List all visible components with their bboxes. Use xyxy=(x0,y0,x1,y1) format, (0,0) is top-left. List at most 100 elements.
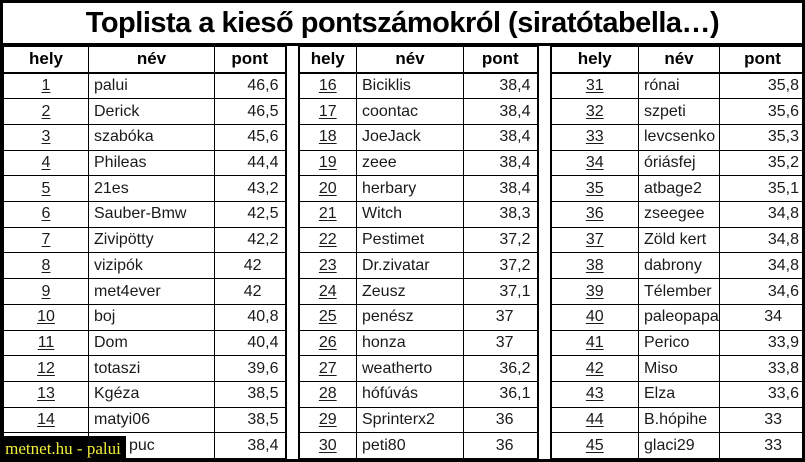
points-cell: 40,4 xyxy=(214,329,286,357)
points-cell: 34,8 xyxy=(719,252,802,280)
col-header-pont: pont xyxy=(719,46,802,74)
rank-cell: 32 xyxy=(550,98,639,126)
rank-cell: 34 xyxy=(550,149,639,177)
rank-cell: 26 xyxy=(298,329,357,357)
rank-cell: 20 xyxy=(298,175,357,203)
name-cell: Dr.zivatar xyxy=(356,252,464,280)
header-row: hely név pont xyxy=(298,46,538,74)
points-cell: 38,4 xyxy=(214,432,286,459)
rank-cell: 23 xyxy=(298,252,357,280)
points-cell: 35,3 xyxy=(719,124,802,151)
col-header-nev: név xyxy=(88,46,215,74)
points-cell: 35,1 xyxy=(719,175,802,203)
table-row: 40 paleopapa 34 xyxy=(550,303,802,331)
name-cell: rónai xyxy=(638,71,720,100)
points-cell: 36,1 xyxy=(463,380,538,408)
points-cell: 33 xyxy=(719,432,802,459)
rank-cell: 42 xyxy=(550,355,639,382)
header-row: hely név pont xyxy=(3,46,286,74)
name-cell: honza xyxy=(356,329,464,357)
col-header-hely: hely xyxy=(298,46,357,74)
rank-cell: 12 xyxy=(3,355,89,382)
rank-cell: 22 xyxy=(298,226,357,254)
rank-cell: 35 xyxy=(550,175,639,203)
points-cell: 44,4 xyxy=(214,149,286,177)
rank-cell: 18 xyxy=(298,124,357,151)
col-header-pont: pont xyxy=(463,46,538,74)
rank-cell: 3 xyxy=(3,124,89,151)
rank-cell: 30 xyxy=(298,432,357,459)
points-cell: 37,1 xyxy=(463,278,538,305)
rank-cell: 24 xyxy=(298,278,357,305)
rank-cell: 1 xyxy=(3,71,89,100)
rank-cell: 19 xyxy=(298,149,357,177)
rank-cell: 14 xyxy=(3,406,89,434)
name-cell: Sauber-Bmw xyxy=(88,201,215,228)
points-cell: 42 xyxy=(214,252,286,280)
name-cell: Miso xyxy=(638,355,720,382)
table-row: 24 Zeusz 37,1 xyxy=(298,278,538,305)
table-row: 41 Perico 33,9 xyxy=(550,329,802,357)
name-cell: Elza xyxy=(638,380,720,408)
points-cell: 38,4 xyxy=(463,98,538,126)
table-row: 30 peti80 36 xyxy=(298,432,538,459)
name-cell: Pestimet xyxy=(356,226,464,254)
rank-cell: 2 xyxy=(3,98,89,126)
rank-cell: 28 xyxy=(298,380,357,408)
table-row: 3 szabóka 45,6 xyxy=(3,124,286,151)
name-cell: szpeti xyxy=(638,98,720,126)
table-row: 20 herbary 38,4 xyxy=(298,175,538,203)
name-cell: glaci29 xyxy=(638,432,720,459)
table-row: 45 glaci29 33 xyxy=(550,432,802,459)
table-row: 37 Zöld kert 34,8 xyxy=(550,226,802,254)
col-header-nev: név xyxy=(356,46,464,74)
table-row: 18 JoeJack 38,4 xyxy=(298,124,538,151)
name-cell: szabóka xyxy=(88,124,215,151)
points-cell: 35,2 xyxy=(719,149,802,177)
table-row: 25 penész 37 xyxy=(298,303,538,331)
col-header-nev: név xyxy=(638,46,720,74)
name-cell: atbage2 xyxy=(638,175,720,203)
points-cell: 38,4 xyxy=(463,124,538,151)
points-cell: 38,4 xyxy=(463,71,538,100)
name-cell: zeee xyxy=(356,149,464,177)
watermark-text: metnet.hu - palui xyxy=(5,439,121,458)
points-cell: 38,3 xyxy=(463,201,538,228)
table-row: 7 Zivipötty 42,2 xyxy=(3,226,286,254)
rank-cell: 33 xyxy=(550,124,639,151)
name-cell: Zöld kert xyxy=(638,226,720,254)
name-cell: levcsenko xyxy=(638,124,720,151)
points-cell: 33,9 xyxy=(719,329,802,357)
rank-cell: 44 xyxy=(550,406,639,434)
table-row: 39 Télember 34,6 xyxy=(550,278,802,305)
name-cell: totaszi xyxy=(88,355,215,382)
rank-cell: 37 xyxy=(550,226,639,254)
name-cell: Phileas xyxy=(88,149,215,177)
table-groups: hely név pont 1 palui 46,6 2 Derick 46,5 3 szabóka… xyxy=(3,46,802,459)
rank-cell: 43 xyxy=(550,380,639,408)
table-row: 26 honza 37 xyxy=(298,329,538,357)
name-cell: B.hópihe xyxy=(638,406,720,434)
rank-cell: 38 xyxy=(550,252,639,280)
ranking-table-2: hely név pont 16 Biciklis 38,4 17 coontac 38,4 18… xyxy=(297,46,539,459)
points-cell: 42,2 xyxy=(214,226,286,254)
points-cell: 34,6 xyxy=(719,278,802,305)
name-cell: Witch xyxy=(356,201,464,228)
name-cell: Télember xyxy=(638,278,720,305)
rank-cell: 27 xyxy=(298,355,357,382)
table-row: 27 weatherto 36,2 xyxy=(298,355,538,382)
points-cell: 35,8 xyxy=(719,71,802,100)
rank-cell: 39 xyxy=(550,278,639,305)
table-row: 2 Derick 46,5 xyxy=(3,98,286,126)
points-cell: 38,4 xyxy=(463,149,538,177)
name-cell: peti80 xyxy=(356,432,464,459)
page-title: Toplista a kieső pontszámokról (siratóta… xyxy=(3,3,802,46)
rank-cell: 13 xyxy=(3,380,89,408)
name-cell: óriásfej xyxy=(638,149,720,177)
name-cell: Dom xyxy=(88,329,215,357)
table-row: 16 Biciklis 38,4 xyxy=(298,71,538,100)
points-cell: 33,6 xyxy=(719,380,802,408)
table-row: 21 Witch 38,3 xyxy=(298,201,538,228)
table-row: 31 rónai 35,8 xyxy=(550,71,802,100)
table-row: 10 boj 40,8 xyxy=(3,303,286,331)
